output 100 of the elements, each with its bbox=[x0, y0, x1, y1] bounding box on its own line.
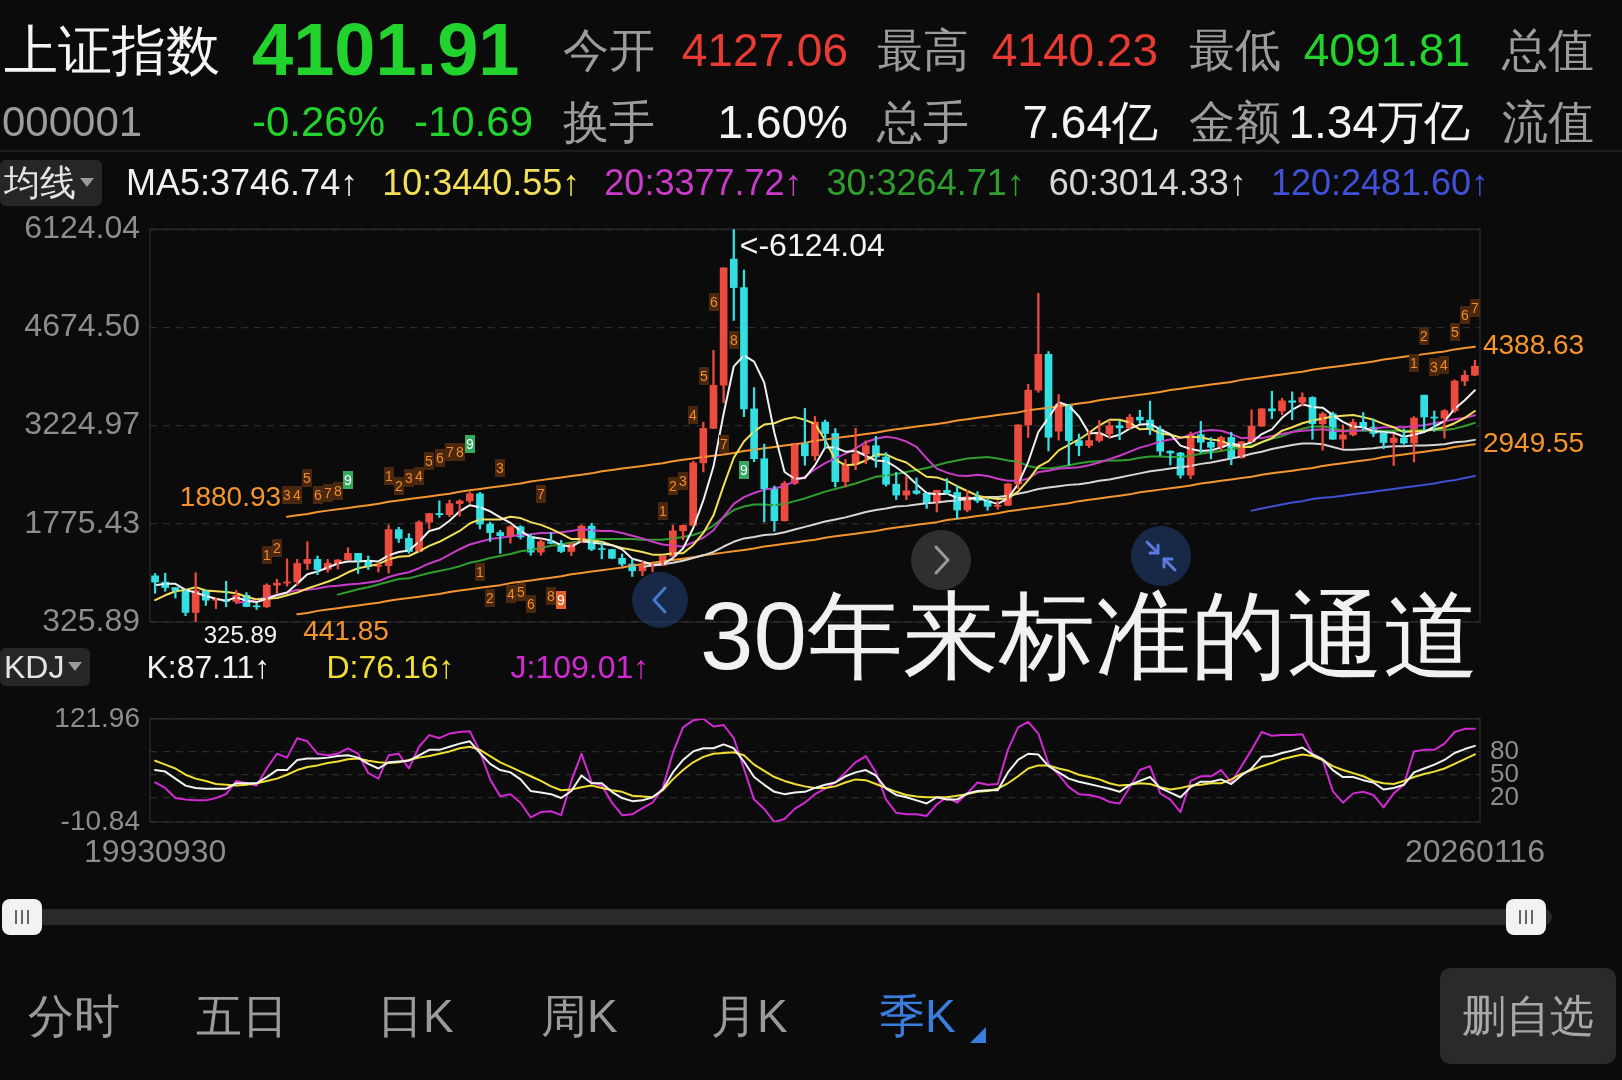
series-label: D:76.16↑ bbox=[326, 649, 455, 685]
annotation: 2 bbox=[1419, 327, 1429, 345]
annotation: 5 bbox=[302, 469, 312, 487]
y-tick-label: -10.84 bbox=[60, 804, 140, 836]
text: 周K bbox=[541, 990, 618, 1042]
y-tick-label: 3224.97 bbox=[24, 405, 140, 442]
y-tick-label: 325.89 bbox=[42, 601, 140, 638]
text: 今开 bbox=[563, 24, 655, 76]
annotation: 325.89 bbox=[203, 620, 278, 648]
text: 季K bbox=[879, 990, 956, 1042]
data-label: 441.85 bbox=[303, 614, 389, 646]
annotation: 2 bbox=[394, 477, 404, 495]
dropdown-box: KDJ bbox=[0, 648, 91, 686]
annotation: 4 bbox=[414, 467, 424, 485]
candlestick bbox=[993, 500, 1002, 510]
annotation: 6 bbox=[313, 486, 323, 504]
text: 60:3014.33↑ bbox=[1048, 162, 1247, 203]
text: 删自选 bbox=[1462, 991, 1594, 1040]
text: 最高 bbox=[877, 24, 969, 76]
annotation: <-6124.04 bbox=[739, 227, 885, 264]
text: 000001 bbox=[2, 98, 143, 145]
annotation: 5 bbox=[699, 367, 709, 385]
text: 1.34万亿 bbox=[1288, 96, 1470, 148]
y-tick-label: 121.96 bbox=[54, 701, 140, 733]
annotation: 9 bbox=[465, 435, 475, 453]
text: 总值 bbox=[1502, 24, 1594, 76]
annotation: 9 bbox=[343, 471, 353, 489]
annotation: 6 bbox=[709, 293, 719, 311]
data-label: 4388.63 bbox=[1482, 329, 1585, 361]
annotation: 4 bbox=[1439, 356, 1449, 374]
annotation: 1 bbox=[475, 563, 485, 581]
annotation: 3 bbox=[678, 472, 688, 490]
legend-title: 均线 bbox=[4, 162, 76, 203]
annotation: 7 bbox=[719, 435, 729, 453]
text: MA5:3746.74↑ bbox=[126, 162, 359, 203]
annotation: 1 bbox=[658, 502, 668, 520]
annotation: 5 bbox=[516, 583, 526, 601]
annotation: 1 bbox=[262, 546, 272, 564]
annotation: 8 bbox=[729, 331, 739, 349]
text: 7.64亿 bbox=[1022, 96, 1158, 148]
text: 换手 bbox=[563, 96, 655, 148]
y-tick-label: 1775.43 bbox=[24, 503, 140, 540]
text: 五日 bbox=[196, 990, 288, 1042]
y-tick-label: 4674.50 bbox=[24, 307, 140, 344]
annotation: 6 bbox=[526, 595, 536, 613]
text: 1.60% bbox=[717, 96, 848, 148]
text: 4140.23 bbox=[991, 24, 1158, 76]
annotation: 4 bbox=[506, 585, 516, 603]
annotation: 8 bbox=[455, 443, 465, 461]
annotation: 7 bbox=[323, 484, 333, 502]
annotation: 7 bbox=[536, 485, 546, 503]
annotation: 9 bbox=[739, 461, 749, 479]
series-label: J:109.01↑ bbox=[510, 649, 650, 685]
annotation: 1 bbox=[1409, 354, 1419, 372]
y2-tick-label: 20 bbox=[1490, 781, 1519, 812]
candlestick bbox=[1257, 408, 1266, 427]
annotation: 1 bbox=[384, 467, 394, 485]
text: 总手 bbox=[877, 96, 969, 148]
text: 4127.06 bbox=[681, 24, 848, 76]
annotation: 4 bbox=[292, 486, 302, 504]
annotation: 8 bbox=[546, 587, 556, 605]
annotation: 30年来标准的通道 bbox=[700, 582, 1479, 689]
dropdown-box: 均线 bbox=[0, 160, 102, 206]
legend-title: KDJ bbox=[4, 649, 65, 685]
annotation: 2 bbox=[668, 477, 678, 495]
data-label: 1880.93 bbox=[179, 481, 282, 513]
data-label: 2949.55 bbox=[1482, 426, 1585, 458]
text: -10.69 bbox=[413, 98, 533, 145]
text: 分时 bbox=[28, 990, 120, 1042]
annotation: 2 bbox=[272, 539, 282, 557]
text: K:87.11↑ bbox=[146, 649, 271, 685]
annotation: 3 bbox=[1429, 358, 1439, 376]
annotation: 7 bbox=[1470, 299, 1480, 317]
text: 日K bbox=[377, 990, 454, 1042]
text: 上证指数 bbox=[4, 20, 220, 80]
annotation: 4 bbox=[688, 406, 698, 424]
annotation: 6 bbox=[435, 449, 445, 467]
annotation: 7 bbox=[445, 443, 455, 461]
text: 20:3377.72↑ bbox=[604, 162, 803, 203]
text: 月K bbox=[711, 990, 788, 1042]
text: 4091.81 bbox=[1303, 24, 1470, 76]
text: 金额 bbox=[1189, 96, 1281, 148]
annotation: 5 bbox=[1450, 323, 1460, 341]
text: 10:3440.55↑ bbox=[382, 162, 581, 203]
annotation: 3 bbox=[495, 459, 505, 477]
annotation: 6 bbox=[1460, 306, 1470, 324]
text: -0.26% bbox=[252, 98, 386, 145]
annotation: 9 bbox=[556, 591, 566, 609]
annotation: 3 bbox=[282, 486, 292, 504]
x-tick-label: 20260116 bbox=[1404, 833, 1545, 870]
annotation: 8 bbox=[333, 482, 343, 500]
text: 4101.91 bbox=[252, 8, 520, 91]
x-tick-label: 19930930 bbox=[83, 833, 227, 870]
annotation: 3 bbox=[404, 469, 414, 487]
y2-tick-label: 80 bbox=[1490, 734, 1519, 765]
annotation: 2 bbox=[485, 589, 495, 607]
text: 最低 bbox=[1189, 24, 1281, 76]
text: 流值 bbox=[1502, 96, 1594, 148]
y-tick-label: 6124.04 bbox=[24, 209, 140, 246]
text: 120:2481.60↑ bbox=[1270, 162, 1490, 203]
